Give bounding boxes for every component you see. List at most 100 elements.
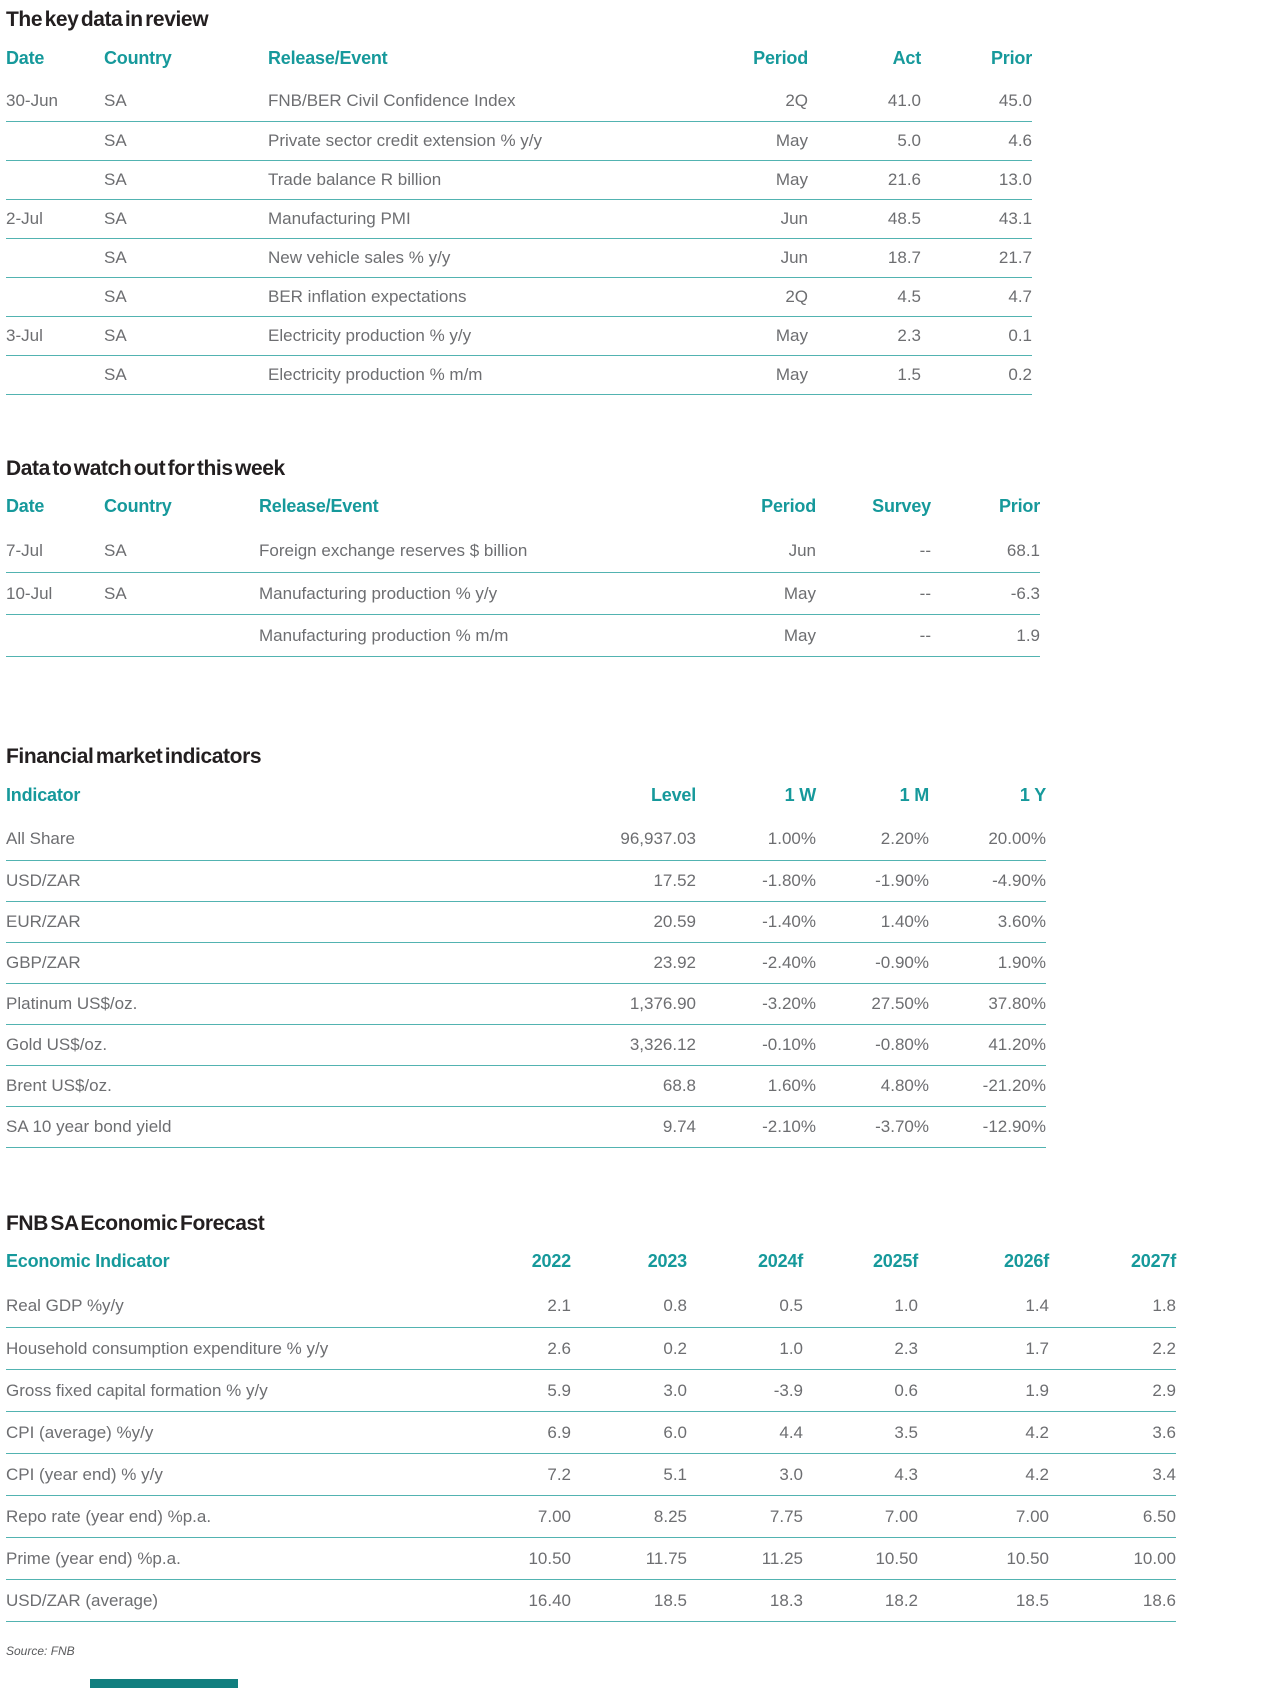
column-header: Indicator <box>6 784 81 805</box>
table-cell: Gold US$/oz. <box>6 1024 458 1066</box>
table-cell: May <box>604 121 808 161</box>
table-cell: Household consumption expenditure % y/y <box>6 1327 451 1370</box>
column-header: 2024f <box>757 1251 803 1271</box>
column-header: Prior <box>990 47 1032 68</box>
table-cell: 45.0 <box>921 82 1032 122</box>
table-cell: 10.50 <box>803 1537 918 1580</box>
table-cell: 1.5 <box>808 355 921 395</box>
table-cell: 4.2 <box>918 1453 1049 1496</box>
table-cell: -1.40% <box>696 901 816 943</box>
table-row: 7-Jul SA Foreign exchange reserves $ billi… <box>6 530 1040 573</box>
table-cell: 3.0 <box>687 1453 803 1496</box>
table-cell: 18.3 <box>687 1579 803 1622</box>
table-cell: May <box>604 316 808 356</box>
table-row: Gross fixed capital formation % y/y 5.9 3.… <box>6 1369 1176 1412</box>
table-cell: SA <box>104 121 268 161</box>
table-cell: SA <box>104 82 268 122</box>
table-cell: 0.1 <box>921 316 1032 356</box>
table-cell: 96,937.03 <box>458 819 696 861</box>
column-header: 2023 <box>647 1251 687 1271</box>
column-header: Economic Indicator <box>6 1251 170 1271</box>
table-row: Gold US$/oz. 3,326.12 -0.10% -0.80% 41.20% <box>6 1024 1046 1066</box>
table-cell: -3.70% <box>816 1106 929 1148</box>
table-cell: 3.6 <box>1049 1411 1176 1454</box>
section-data-to-watch: Data to watch out for this week Date Coun… <box>6 457 1280 657</box>
table-cell: All Share <box>6 819 458 861</box>
table-cell: 4.4 <box>687 1411 803 1454</box>
table-cell: Electricity production % y/y <box>268 316 604 356</box>
table-cell: 1.7 <box>918 1327 1049 1370</box>
table-cell: Gross fixed capital formation % y/y <box>6 1369 451 1412</box>
table-cell: SA <box>104 199 268 239</box>
table-cell: SA <box>104 238 268 278</box>
table-cell: Foreign exchange reserves $ billion <box>259 530 602 573</box>
table-row: SA Trade balance R billion May 21.6 13.0 <box>6 160 1032 200</box>
table-cell: 27.50% <box>816 983 929 1025</box>
table-row: GBP/ZAR 23.92 -2.40% -0.90% 1.90% <box>6 942 1046 984</box>
header-row: Date Country Release/Event Period Survey Prio… <box>6 491 1040 531</box>
column-header: Release/Event <box>259 496 379 516</box>
table-cell: 4.80% <box>816 1065 929 1107</box>
table-row: 30-Jun SA FNB/BER Civil Confidence Index 2Q… <box>6 82 1032 122</box>
table-cell: BER inflation expectations <box>268 277 604 317</box>
table-cell: -1.90% <box>816 860 929 902</box>
table-cell: 1.40% <box>816 901 929 943</box>
table-cell: Manufacturing production % y/y <box>259 572 602 615</box>
table-cell: -3.9 <box>687 1369 803 1412</box>
table-cell: 30-Jun <box>6 82 104 122</box>
table-cell: -6.3 <box>931 572 1040 615</box>
table-cell: 6.50 <box>1049 1495 1176 1538</box>
table-cell: Platinum US$/oz. <box>6 983 458 1025</box>
column-header: Country <box>104 496 172 516</box>
table-cell: 0.6 <box>803 1369 918 1412</box>
header-row: Economic Indicator 2022 2023 2024f 2025f 2026… <box>6 1246 1176 1286</box>
table-cell: 1,376.90 <box>458 983 696 1025</box>
table-row: USD/ZAR (average) 16.40 18.5 18.3 18.2 18.5 18… <box>6 1579 1176 1622</box>
table-cell: 18.6 <box>1049 1579 1176 1622</box>
table-row: Prime (year end) %p.a. 10.50 11.75 11.25 10.… <box>6 1537 1176 1580</box>
table-cell: 0.2 <box>921 355 1032 395</box>
table-cell: 68.8 <box>458 1065 696 1107</box>
table-cell: Brent US$/oz. <box>6 1065 458 1107</box>
table-cell: 1.60% <box>696 1065 816 1107</box>
table-cell: 7-Jul <box>6 530 104 573</box>
table-cell: 10-Jul <box>6 572 104 615</box>
table-cell: 1.9 <box>931 614 1040 657</box>
table-row: Real GDP %y/y 2.1 0.8 0.5 1.0 1.4 1.8 <box>6 1285 1176 1328</box>
section-title-financial-indicators: Financial market indicators <box>6 745 262 768</box>
table-cell: 18.2 <box>803 1579 918 1622</box>
header-row: Date Country Release/Event Period Act Prior <box>6 42 1032 82</box>
column-header: 2027f <box>1130 1251 1176 1271</box>
table-cell: 2-Jul <box>6 199 104 239</box>
table-cell: SA <box>104 160 268 200</box>
table-cell: 6.0 <box>571 1411 687 1454</box>
table-row: Repo rate (year end) %p.a. 7.00 8.25 7.75 7.… <box>6 1495 1176 1538</box>
column-header: Release/Event <box>268 47 388 68</box>
table-cell: 3.5 <box>803 1411 918 1454</box>
table-cell: Jun <box>604 199 808 239</box>
column-header: 1 Y <box>1019 784 1046 805</box>
table-cell: Real GDP %y/y <box>6 1285 451 1328</box>
source-attribution: Source: FNB <box>6 1644 75 1658</box>
table-cell: -- <box>816 572 931 615</box>
table-cell: 3.4 <box>1049 1453 1176 1496</box>
table-cell: 2.3 <box>803 1327 918 1370</box>
table-cell: May <box>602 614 816 657</box>
section-financial-market-indicators: Financial market indicators Indicator Lev… <box>6 745 1280 1148</box>
table-cell: 4.3 <box>803 1453 918 1496</box>
table-cell <box>6 121 104 161</box>
table-cell: Prime (year end) %p.a. <box>6 1537 451 1580</box>
table-cell: 11.75 <box>571 1537 687 1580</box>
column-header: 2026f <box>1003 1251 1049 1271</box>
table-cell: 2.9 <box>1049 1369 1176 1412</box>
header-row: Indicator Level 1 W 1 M 1 Y <box>6 779 1046 819</box>
table-cell: 1.90% <box>929 942 1046 984</box>
table-cell: -- <box>816 530 931 573</box>
table-cell: 3-Jul <box>6 316 104 356</box>
column-header: 2022 <box>531 1251 571 1271</box>
table-cell: Repo rate (year end) %p.a. <box>6 1495 451 1538</box>
table-cell: 2.1 <box>451 1285 571 1328</box>
column-header: 2025f <box>872 1251 918 1271</box>
table-cell: 68.1 <box>931 530 1040 573</box>
